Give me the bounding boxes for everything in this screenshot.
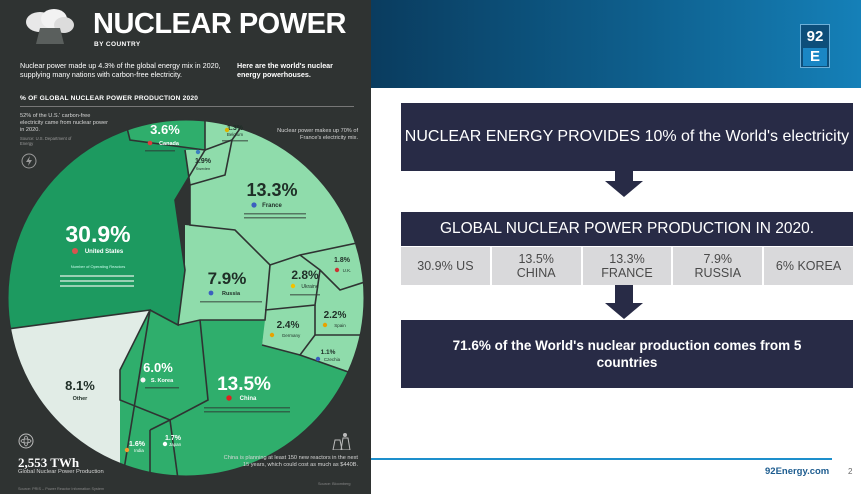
china-flag-icon <box>226 395 232 401</box>
label-india-value: 1.6% <box>129 441 146 448</box>
us-note-source: Source: U.S. Department of Energy <box>20 136 72 146</box>
india-flag-icon <box>124 447 130 453</box>
us-note: 52% of the U.S.' carbon-free electricity… <box>20 113 108 133</box>
cooling-tower-cloud-icon <box>26 9 74 44</box>
label-sweden-name: Sweden <box>196 166 210 171</box>
infographic-source: Source: PRIS – Power Reactor Information… <box>18 487 105 491</box>
label-other-name: Other <box>73 396 89 402</box>
korea-flag-icon <box>140 377 146 383</box>
label-belgium-name: Belgium <box>227 132 244 137</box>
label-russia-name: Russia <box>222 291 241 297</box>
label-russia-value: 7.9% <box>208 269 247 288</box>
share-cell-france: 13.3% FRANCE <box>582 247 672 285</box>
page-number: 2 <box>848 467 853 476</box>
infographic-credit: Source: Bloomberg <box>318 482 351 486</box>
logo-number: 92 <box>806 28 824 45</box>
france-note: Nuclear power makes up 70% of France's e… <box>277 128 358 141</box>
label-spain-name: Spain <box>334 323 346 328</box>
segment-s-korea <box>120 310 208 420</box>
canada-flag-icon <box>147 140 153 146</box>
label-ukraine-name: Ukraine <box>301 284 318 290</box>
sweden-flag-icon <box>195 149 201 155</box>
share-cell-russia: 7.9% RUSSIA <box>673 247 763 285</box>
total-production-value: 2,553 TWh <box>18 455 80 470</box>
label-uk-value: 1.8% <box>334 257 351 264</box>
belgium-flag-icon <box>224 127 230 133</box>
germany-flag-icon <box>269 332 275 338</box>
label-china-value: 13.5% <box>217 374 271 395</box>
segment-uk <box>300 240 364 290</box>
label-france-name: France <box>262 203 282 209</box>
label-ukraine-value: 2.8% <box>291 268 319 282</box>
label-canada-name: Canada <box>159 141 180 147</box>
label-reactors-note: Number of Operating Reactors <box>71 264 125 269</box>
us-flag-icon <box>72 248 78 254</box>
label-france-value: 13.3% <box>246 180 297 200</box>
ukraine-flag-icon <box>290 283 296 289</box>
label-czechia-value: 1.1% <box>321 349 336 356</box>
label-japan-name: Japan <box>169 442 182 447</box>
segment-spain <box>315 270 364 335</box>
label-spain-value: 2.2% <box>324 310 347 321</box>
segment-canada <box>120 120 205 150</box>
intro-callout: Here are the world's nuclear energy powe… <box>237 61 333 79</box>
label-belgium-value: 1.3% <box>227 125 244 132</box>
reactor-dots <box>60 140 320 413</box>
uk-flag-icon <box>334 267 340 273</box>
website-link[interactable]: 92Energy.com <box>765 466 830 477</box>
label-sweden-value: 1.9% <box>195 158 212 165</box>
total-production-label: Global Nuclear Power Production <box>18 469 104 475</box>
label-other-value: 8.1% <box>65 378 95 393</box>
lightning-bolt-icon <box>21 153 37 169</box>
label-us-name: United States <box>85 249 124 255</box>
share-cell-korea: 6% KOREA <box>764 247 853 285</box>
japan-flag-icon <box>162 441 168 447</box>
label-japan-value: 1.7% <box>165 435 182 442</box>
russia-flag-icon <box>208 290 214 296</box>
label-czechia-name: Czechia <box>324 357 341 362</box>
intro-text: Nuclear power made up 4.3% of the global… <box>20 61 221 79</box>
cooling-tower-icon <box>332 433 351 450</box>
china-note: China is planning at least 150 new react… <box>223 455 358 468</box>
label-korea-value: 6.0% <box>143 360 173 375</box>
country-share-row: 30.9% US 13.5% CHINA 13.3% FRANCE 7.9% RUSS… <box>401 247 853 285</box>
segment-ukraine <box>265 255 320 310</box>
voronoi-pie-chart: 30.9% United States Number of Operating … <box>7 119 365 477</box>
nuclear-power-infographic: NUCLEAR POWER BY COUNTRY Nuclear power m… <box>0 0 371 494</box>
label-canada-value: 3.6% <box>150 122 180 137</box>
brand-logo: 92 E <box>800 24 830 68</box>
label-germany-name: Germany <box>282 333 301 338</box>
statement-box-2: GLOBAL NUCLEAR POWER PRODUCTION IN 2020. <box>401 212 853 246</box>
france-flag-icon <box>251 202 257 208</box>
label-china-name: China <box>240 396 257 402</box>
czechia-flag-icon <box>315 356 321 362</box>
label-india-name: India <box>134 448 144 453</box>
statement-box-3: 71.6% of the World's nuclear production … <box>401 320 853 388</box>
logo-letter: E <box>803 48 827 66</box>
spain-flag-icon <box>322 322 328 328</box>
infographic-subtitle: BY COUNTRY <box>94 41 141 48</box>
share-cell-china: 13.5% CHINA <box>491 247 581 285</box>
label-uk-name: U.K. <box>343 268 352 273</box>
header-banner <box>371 0 861 88</box>
label-korea-name: S. Korea <box>151 378 174 384</box>
footer-divider <box>371 458 832 460</box>
atom-icon <box>18 433 34 449</box>
statement-box-1: NUCLEAR ENERGY PROVIDES 10% of the World… <box>401 103 853 171</box>
section-title: % OF GLOBAL NUCLEAR POWER PRODUCTION 202… <box>20 95 354 107</box>
segment-germany <box>262 305 315 355</box>
infographic-title: NUCLEAR POWER <box>93 8 346 40</box>
share-cell-us: 30.9% US <box>401 247 490 285</box>
segment-russia <box>178 225 270 325</box>
label-us-value: 30.9% <box>65 221 130 247</box>
label-germany-value: 2.4% <box>277 320 300 331</box>
